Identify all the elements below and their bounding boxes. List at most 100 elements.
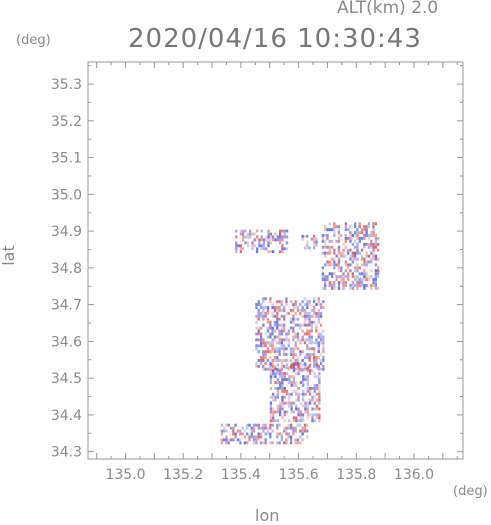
data-cell xyxy=(318,381,321,384)
data-cell xyxy=(321,234,324,237)
data-cell xyxy=(257,344,260,348)
data-cell xyxy=(269,341,272,345)
x-axis-label: lon xyxy=(255,506,280,525)
data-cell xyxy=(271,347,274,351)
data-cell xyxy=(246,232,249,236)
data-cell xyxy=(249,229,252,233)
data-cell xyxy=(267,241,270,245)
data-cell xyxy=(255,338,258,342)
data-cell xyxy=(301,329,304,333)
data-cell xyxy=(253,435,256,439)
data-cell xyxy=(232,426,235,430)
data-cell xyxy=(347,272,350,276)
data-cell xyxy=(271,350,274,354)
data-cell xyxy=(235,241,238,245)
data-cell xyxy=(243,435,247,439)
data-cell xyxy=(255,347,258,351)
data-cell xyxy=(288,398,291,402)
data-cell xyxy=(280,364,283,368)
data-cell xyxy=(308,347,311,351)
data-cell xyxy=(272,375,275,379)
data-cell xyxy=(347,266,350,270)
data-cell xyxy=(255,326,258,330)
data-cell xyxy=(299,413,302,417)
data-cell xyxy=(269,410,272,414)
data-cell xyxy=(285,363,289,367)
data-cell xyxy=(225,423,228,427)
data-cell xyxy=(303,323,307,327)
data-cell xyxy=(333,234,336,237)
data-cell xyxy=(295,389,298,393)
data-cell xyxy=(313,234,316,238)
data-cell xyxy=(292,410,296,414)
data-cell xyxy=(318,389,321,393)
data-cell xyxy=(310,335,313,339)
data-cell xyxy=(279,387,282,390)
data-cell xyxy=(315,326,318,330)
data-cell xyxy=(310,314,313,318)
data-cell xyxy=(374,275,377,279)
data-cell xyxy=(220,429,223,433)
data-cell xyxy=(285,229,289,233)
data-cell xyxy=(303,317,307,321)
data-cell xyxy=(363,260,366,264)
data-cell xyxy=(269,297,272,301)
data-cell xyxy=(306,429,309,433)
data-cell xyxy=(266,359,270,362)
data-cell xyxy=(246,432,249,436)
data-cell xyxy=(260,244,263,248)
data-cell xyxy=(276,369,279,373)
data-cell xyxy=(315,312,318,315)
data-cell xyxy=(340,281,343,284)
data-cell xyxy=(255,423,258,427)
data-cell xyxy=(306,410,309,414)
data-cell xyxy=(283,387,286,390)
data-cell xyxy=(290,404,293,408)
data-cell xyxy=(303,297,307,301)
data-cell xyxy=(260,238,263,242)
data-cell xyxy=(262,247,266,251)
data-cell xyxy=(237,244,240,248)
data-cell xyxy=(276,441,279,445)
data-cell xyxy=(321,239,324,243)
data-cell xyxy=(292,350,295,354)
data-cell xyxy=(351,284,354,287)
data-cell xyxy=(321,251,324,255)
data-cell xyxy=(328,248,331,252)
data-cell xyxy=(294,429,297,433)
data-cell xyxy=(302,398,305,402)
data-cell xyxy=(264,441,267,445)
data-cell xyxy=(262,353,265,356)
data-cell xyxy=(257,426,260,430)
data-cell xyxy=(225,438,228,442)
data-cell xyxy=(271,344,274,348)
data-cell xyxy=(283,359,286,362)
data-cell xyxy=(317,312,320,315)
data-cell xyxy=(301,335,304,339)
data-cell xyxy=(283,329,286,333)
data-cell xyxy=(313,401,316,405)
data-cell xyxy=(342,251,345,255)
data-cell xyxy=(239,229,242,233)
data-cell xyxy=(271,338,274,342)
data-cell xyxy=(360,248,364,252)
data-cell xyxy=(296,364,300,368)
data-cell xyxy=(330,275,334,279)
data-cell xyxy=(304,375,307,379)
data-cell xyxy=(313,341,316,345)
data-cell xyxy=(283,229,286,233)
data-cell xyxy=(324,284,327,287)
data-cell xyxy=(276,389,279,393)
data-cell xyxy=(262,241,266,245)
y-tick-label: 35.0 xyxy=(51,187,82,203)
data-cell xyxy=(266,317,270,321)
data-cell xyxy=(255,344,258,348)
chart-title: 2020/04/16 10:30:43 xyxy=(128,24,422,54)
data-cell xyxy=(360,237,364,240)
data-cell xyxy=(269,326,272,330)
data-cell xyxy=(358,239,361,243)
data-cell xyxy=(360,263,364,267)
data-cell xyxy=(349,239,352,243)
data-cell xyxy=(337,284,341,287)
data-cell xyxy=(360,254,364,258)
